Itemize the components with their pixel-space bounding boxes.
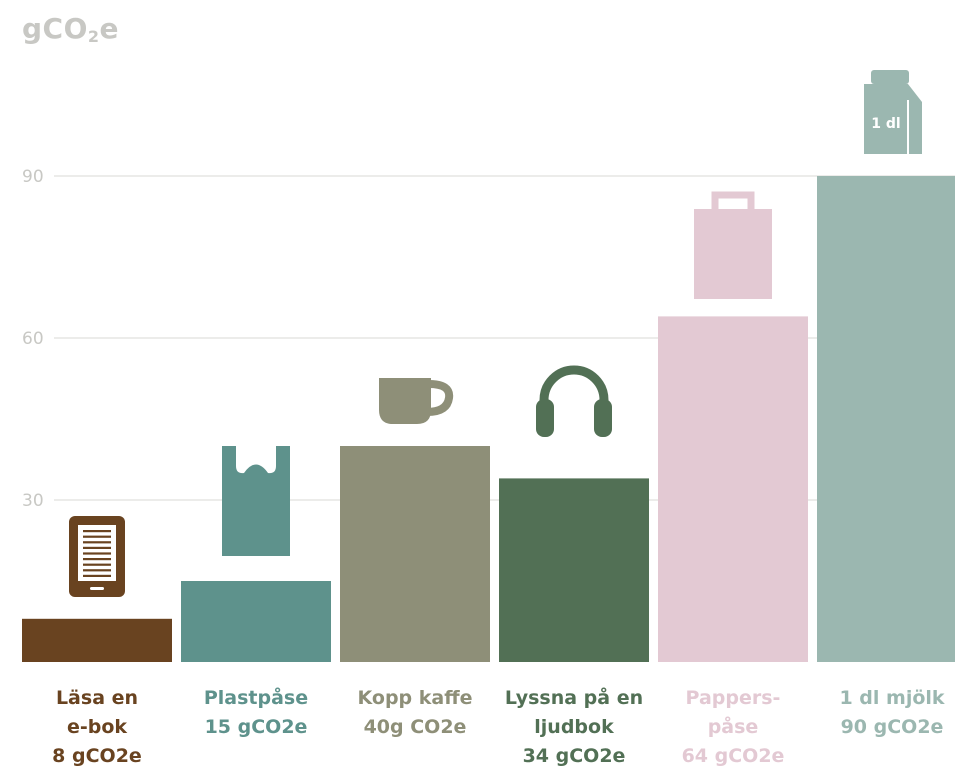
category-label-plastic: Plastpåse 15 gCO2e [181, 684, 331, 742]
bar-milk [817, 176, 955, 662]
ereader-text-line [83, 569, 111, 571]
ereader-icon [69, 516, 125, 597]
carton-label: 1 dl [871, 116, 900, 132]
category-label-paperbag: Pappers-påse 64 gCO2e [658, 684, 808, 771]
unit-title-tail: e [100, 12, 120, 45]
bar-audiobook [499, 478, 649, 662]
y-tick-label: 30 [22, 491, 44, 511]
category-label-line: e-bok [22, 713, 172, 742]
category-label-line: Plastpåse [181, 684, 331, 713]
ereader-text-line [83, 541, 111, 543]
category-label-audiobook: Lyssna på en ljudbok 34 gCO2e [499, 684, 649, 771]
category-label-line: Lyssna på en [499, 684, 649, 713]
y-tick-label: 90 [22, 167, 44, 187]
category-label-ebook: Läsa en e-bok 8 gCO2e [22, 684, 172, 771]
ereader-text-line [83, 558, 111, 560]
unit-title: gCO2e [22, 12, 119, 46]
category-label-coffee: Kopp kaffe 40g CO2e [340, 684, 490, 742]
headphones-icon [536, 370, 612, 437]
bag-shape [222, 446, 290, 556]
ereader-text-line [83, 530, 111, 532]
unit-title-sub: 2 [88, 27, 100, 46]
ereader-text-line [83, 552, 111, 554]
category-label-line: 90 gCO2e [817, 713, 955, 742]
bar-ebook [22, 619, 172, 662]
category-label-line: Kopp kaffe [340, 684, 490, 713]
category-label-line: påse [658, 713, 808, 742]
paper-bag-icon [694, 195, 772, 299]
coffee-cup-icon [379, 378, 449, 424]
category-label-milk: 1 dl mjölk 90 gCO2e [817, 684, 955, 742]
category-label-line: 15 gCO2e [181, 713, 331, 742]
y-tick-label: 60 [22, 329, 44, 349]
ear-cup-right [594, 399, 612, 437]
ereader-text-line [83, 564, 111, 566]
carton-cap [871, 70, 909, 84]
ereader-text-line [83, 575, 111, 577]
category-label-line: Läsa en [22, 684, 172, 713]
category-label-line: 34 gCO2e [499, 742, 649, 771]
bar-plastic [181, 581, 331, 662]
category-label-line: 8 gCO2e [22, 742, 172, 771]
category-label-line: 64 gCO2e [658, 742, 808, 771]
category-label-line: 1 dl mjölk [817, 684, 955, 713]
ereader-button [90, 587, 104, 590]
plastic-bag-icon [222, 446, 290, 556]
ereader-text-line [83, 547, 111, 549]
paper-bag-body [694, 209, 772, 299]
ear-cup-left [536, 399, 554, 437]
category-label-line: 40g CO2e [340, 713, 490, 742]
ereader-text-line [83, 536, 111, 538]
cup-body [379, 378, 431, 424]
unit-title-main: gCO [22, 12, 88, 45]
bar-paperbag [658, 316, 808, 662]
milk-carton-icon: 1 dl [864, 70, 922, 154]
bar-coffee [340, 446, 490, 662]
category-label-line: Pappers- [658, 684, 808, 713]
category-label-line: ljudbok [499, 713, 649, 742]
